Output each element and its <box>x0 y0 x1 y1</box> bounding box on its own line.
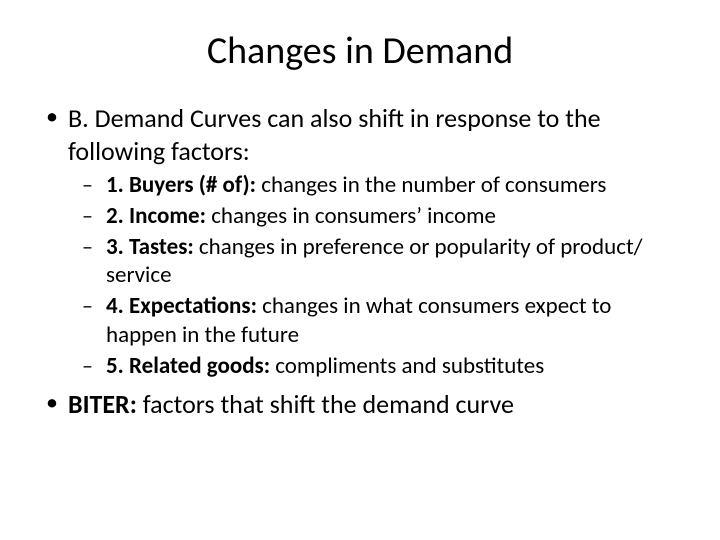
list-item: B. Demand Curves can also shift in respo… <box>68 102 680 380</box>
list-item-bold: 4. Expectations: <box>106 292 262 320</box>
list-item-rest: changes in consumers’ income <box>211 202 496 230</box>
bullet-list-level2: 1. Buyers (# of): changes in the number … <box>68 171 680 380</box>
list-item: 3. Tastes: changes in preference or popu… <box>106 233 680 291</box>
list-item-bold: BITER: <box>68 388 143 420</box>
list-item: 5. Related goods: compliments and substi… <box>106 352 680 381</box>
list-item: BITER: factors that shift the demand cur… <box>68 388 680 421</box>
list-item: 2. Income: changes in consumers’ income <box>106 202 680 231</box>
list-item-bold: 2. Income: <box>106 202 211 230</box>
list-item-rest: compliments and substitutes <box>275 352 544 380</box>
list-item-bold: 3. Tastes: <box>106 233 199 261</box>
list-item: 1. Buyers (# of): changes in the number … <box>106 171 680 200</box>
slide-title: Changes in Demand <box>40 28 680 74</box>
list-item-rest: changes in the number of consumers <box>261 171 606 199</box>
list-item-bold: 5. Related goods: <box>106 352 275 380</box>
list-item-rest: factors that shift the demand curve <box>143 388 514 420</box>
list-item-bold: 1. Buyers (# of): <box>106 171 261 199</box>
list-item: 4. Expectations: changes in what consume… <box>106 292 680 350</box>
slide: Changes in Demand B. Demand Curves can a… <box>0 0 720 540</box>
list-item-text: B. Demand Curves can also shift in respo… <box>68 102 601 167</box>
bullet-list-level1: B. Demand Curves can also shift in respo… <box>40 102 680 421</box>
